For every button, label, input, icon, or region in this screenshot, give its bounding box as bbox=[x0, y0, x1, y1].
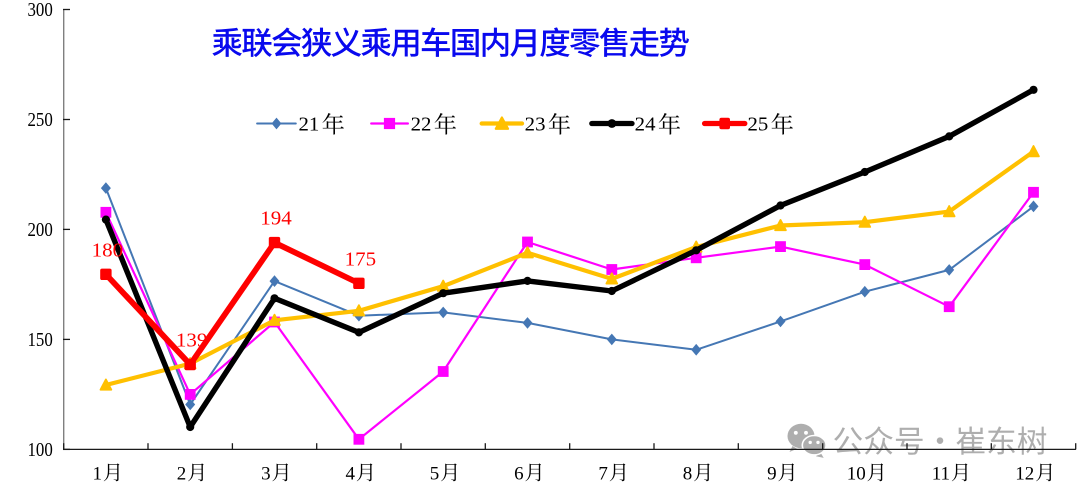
svg-text:25: 25 bbox=[748, 114, 769, 136]
svg-text:100: 100 bbox=[28, 439, 53, 461]
svg-text:300: 300 bbox=[28, 0, 53, 21]
svg-text:5: 5 bbox=[430, 463, 440, 484]
svg-text:7: 7 bbox=[598, 463, 608, 484]
svg-text:11: 11 bbox=[932, 463, 950, 484]
svg-text:150: 150 bbox=[28, 329, 53, 351]
svg-text:23: 23 bbox=[525, 114, 546, 136]
svg-text:194: 194 bbox=[260, 208, 292, 230]
svg-text:4: 4 bbox=[346, 463, 356, 484]
svg-text:8: 8 bbox=[683, 463, 693, 484]
svg-text:175: 175 bbox=[345, 248, 377, 270]
svg-text:139: 139 bbox=[176, 330, 208, 352]
svg-text:2: 2 bbox=[177, 463, 187, 484]
svg-text:1: 1 bbox=[93, 463, 103, 484]
svg-text:180: 180 bbox=[92, 239, 124, 261]
svg-text:200: 200 bbox=[28, 219, 53, 241]
svg-text:3: 3 bbox=[261, 463, 271, 484]
svg-text:10: 10 bbox=[847, 463, 866, 484]
svg-text:9: 9 bbox=[767, 463, 777, 484]
svg-text:21: 21 bbox=[299, 114, 320, 136]
svg-text:12: 12 bbox=[1015, 463, 1034, 484]
svg-text:6: 6 bbox=[514, 463, 524, 484]
svg-text:22: 22 bbox=[411, 114, 432, 136]
svg-text:24: 24 bbox=[635, 114, 656, 136]
svg-text:250: 250 bbox=[28, 109, 53, 131]
